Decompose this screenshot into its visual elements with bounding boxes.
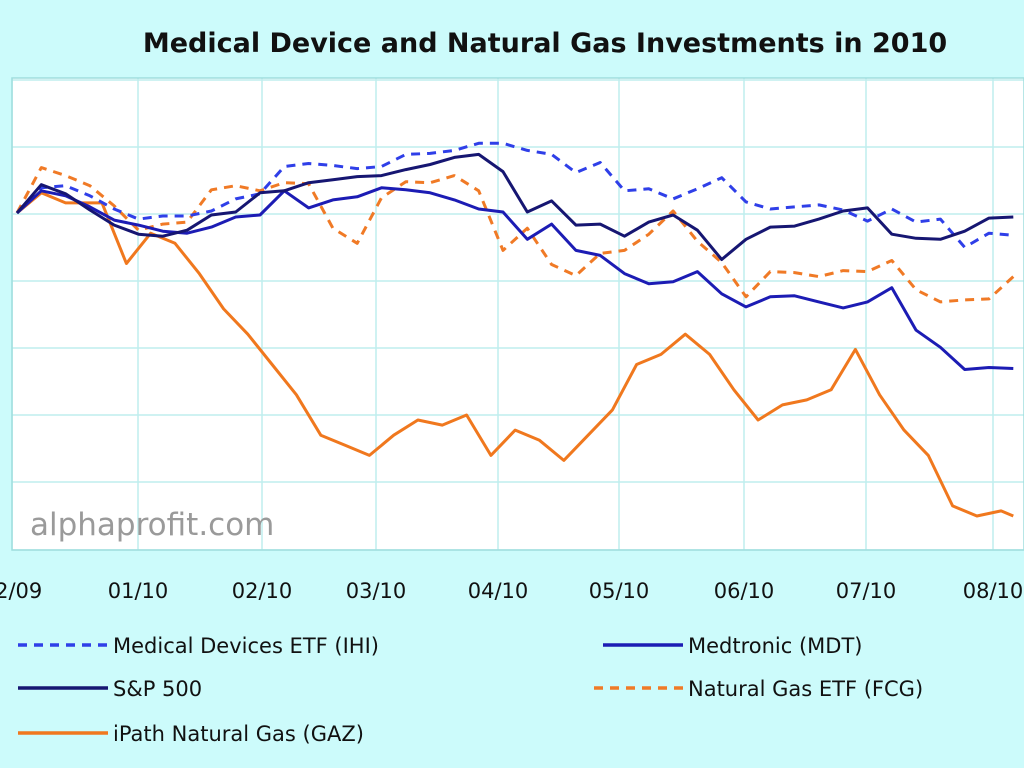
legend-label-fcg: Natural Gas ETF (FCG) [688,677,923,701]
series-lines [15,141,1015,518]
x-axis-ticks: 12/09 01/10 02/10 03/10 04/10 05/10 06/10 07/10… [0,579,1023,603]
x-tick-label: 08/10 [963,579,1024,603]
legend-label-ihi: Medical Devices ETF (IHI) [113,634,379,658]
series-line-sp500 [15,152,1014,261]
grid [11,78,1024,551]
legend-label-gaz: iPath Natural Gas (GAZ) [113,722,364,746]
x-tick-label: 05/10 [589,579,650,603]
x-tick-label: 06/10 [714,579,775,603]
x-tick-label: 04/10 [468,579,529,603]
x-tick-label: 03/10 [346,579,407,603]
legend-label-mdt: Medtronic (MDT) [688,634,863,658]
x-tick-label: 07/10 [836,579,897,603]
watermark: alphaprofit.com [30,507,274,543]
chart-title: Medical Device and Natural Gas Investmen… [143,28,947,59]
plot-border [11,77,1024,551]
series-line-ihi [15,141,1014,249]
x-tick-label: 02/10 [232,579,293,603]
series-line-gaz [16,191,1014,518]
series-line-mdt [15,186,1014,371]
legend: Medical Devices ETF (IHI) Medtronic (MDT)… [18,634,923,746]
plot-area [12,78,1024,550]
x-tick-label: 01/10 [108,579,169,603]
series-line-fcg [15,166,1015,304]
legend-label-sp500: S&P 500 [113,677,202,701]
x-tick-label: 12/09 [0,579,42,603]
